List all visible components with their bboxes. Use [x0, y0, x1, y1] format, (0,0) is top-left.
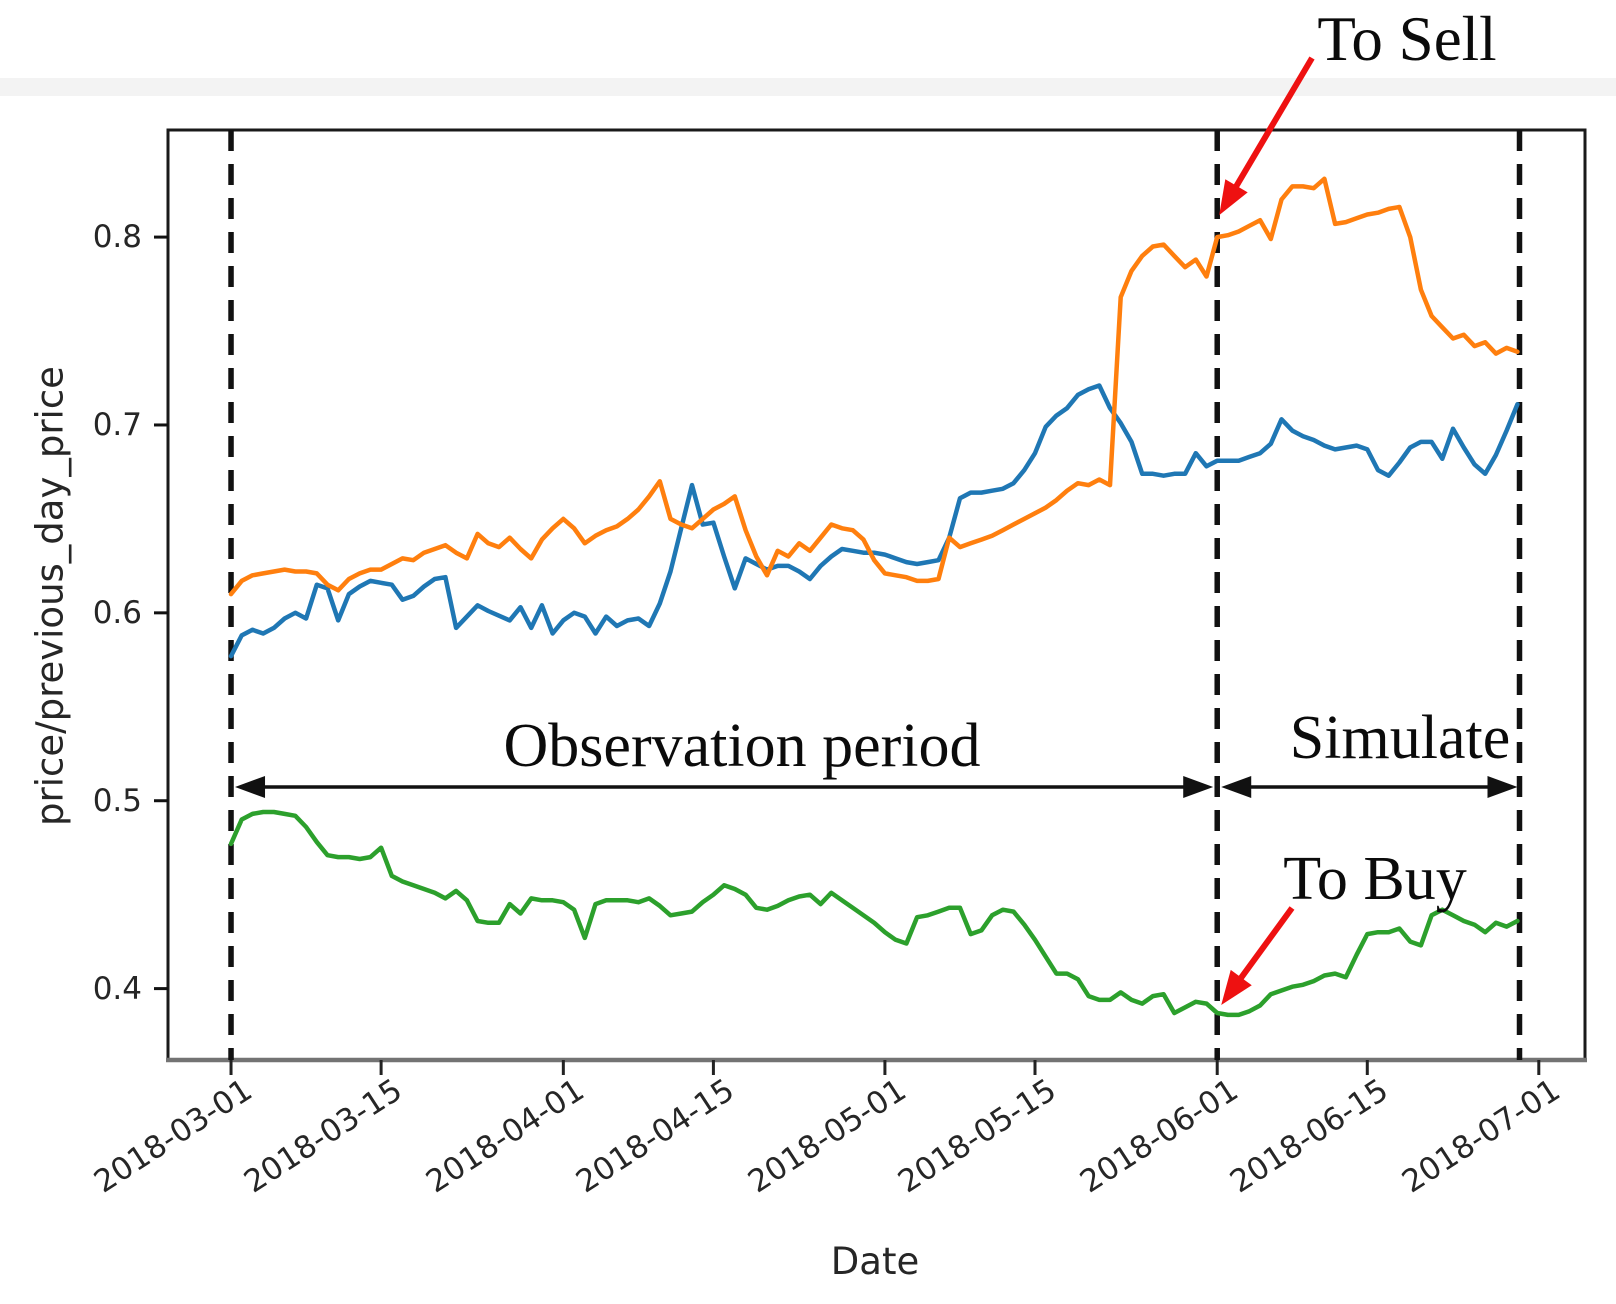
to-buy-arrow-arrowhead	[1221, 969, 1252, 1006]
annotation-observation-period: Observation period	[503, 712, 981, 780]
annotation-simulate: Simulate	[1289, 704, 1511, 772]
to-sell-arrow	[1226, 56, 1315, 201]
line-orange	[228, 176, 1520, 597]
x-axis-label: Date	[830, 1240, 920, 1283]
observation-period-arrow-arrowhead	[235, 776, 266, 798]
y-tick-label: 0.8	[92, 219, 142, 256]
observation-period-arrow-arrowhead	[1183, 776, 1214, 798]
to-buy-arrow	[1229, 906, 1295, 992]
annotation-to-buy: To Buy	[1283, 845, 1467, 913]
y-tick-label: 0.7	[92, 406, 142, 443]
y-tick-label: 0.6	[92, 594, 142, 631]
axes-spines	[166, 128, 1587, 1060]
line-green	[228, 809, 1520, 1018]
line-blue	[228, 383, 1520, 659]
simulate-arrow-arrowhead	[1221, 776, 1252, 798]
y-tick-label: 0.5	[92, 782, 142, 819]
annotation-to-sell: To Sell	[1317, 4, 1497, 74]
simulate-arrow-arrowhead	[1487, 776, 1518, 798]
y-tick-label: 0.4	[92, 970, 142, 1007]
screenshot-artifact-band	[0, 78, 1616, 96]
to-sell-arrow-arrowhead	[1219, 179, 1248, 216]
